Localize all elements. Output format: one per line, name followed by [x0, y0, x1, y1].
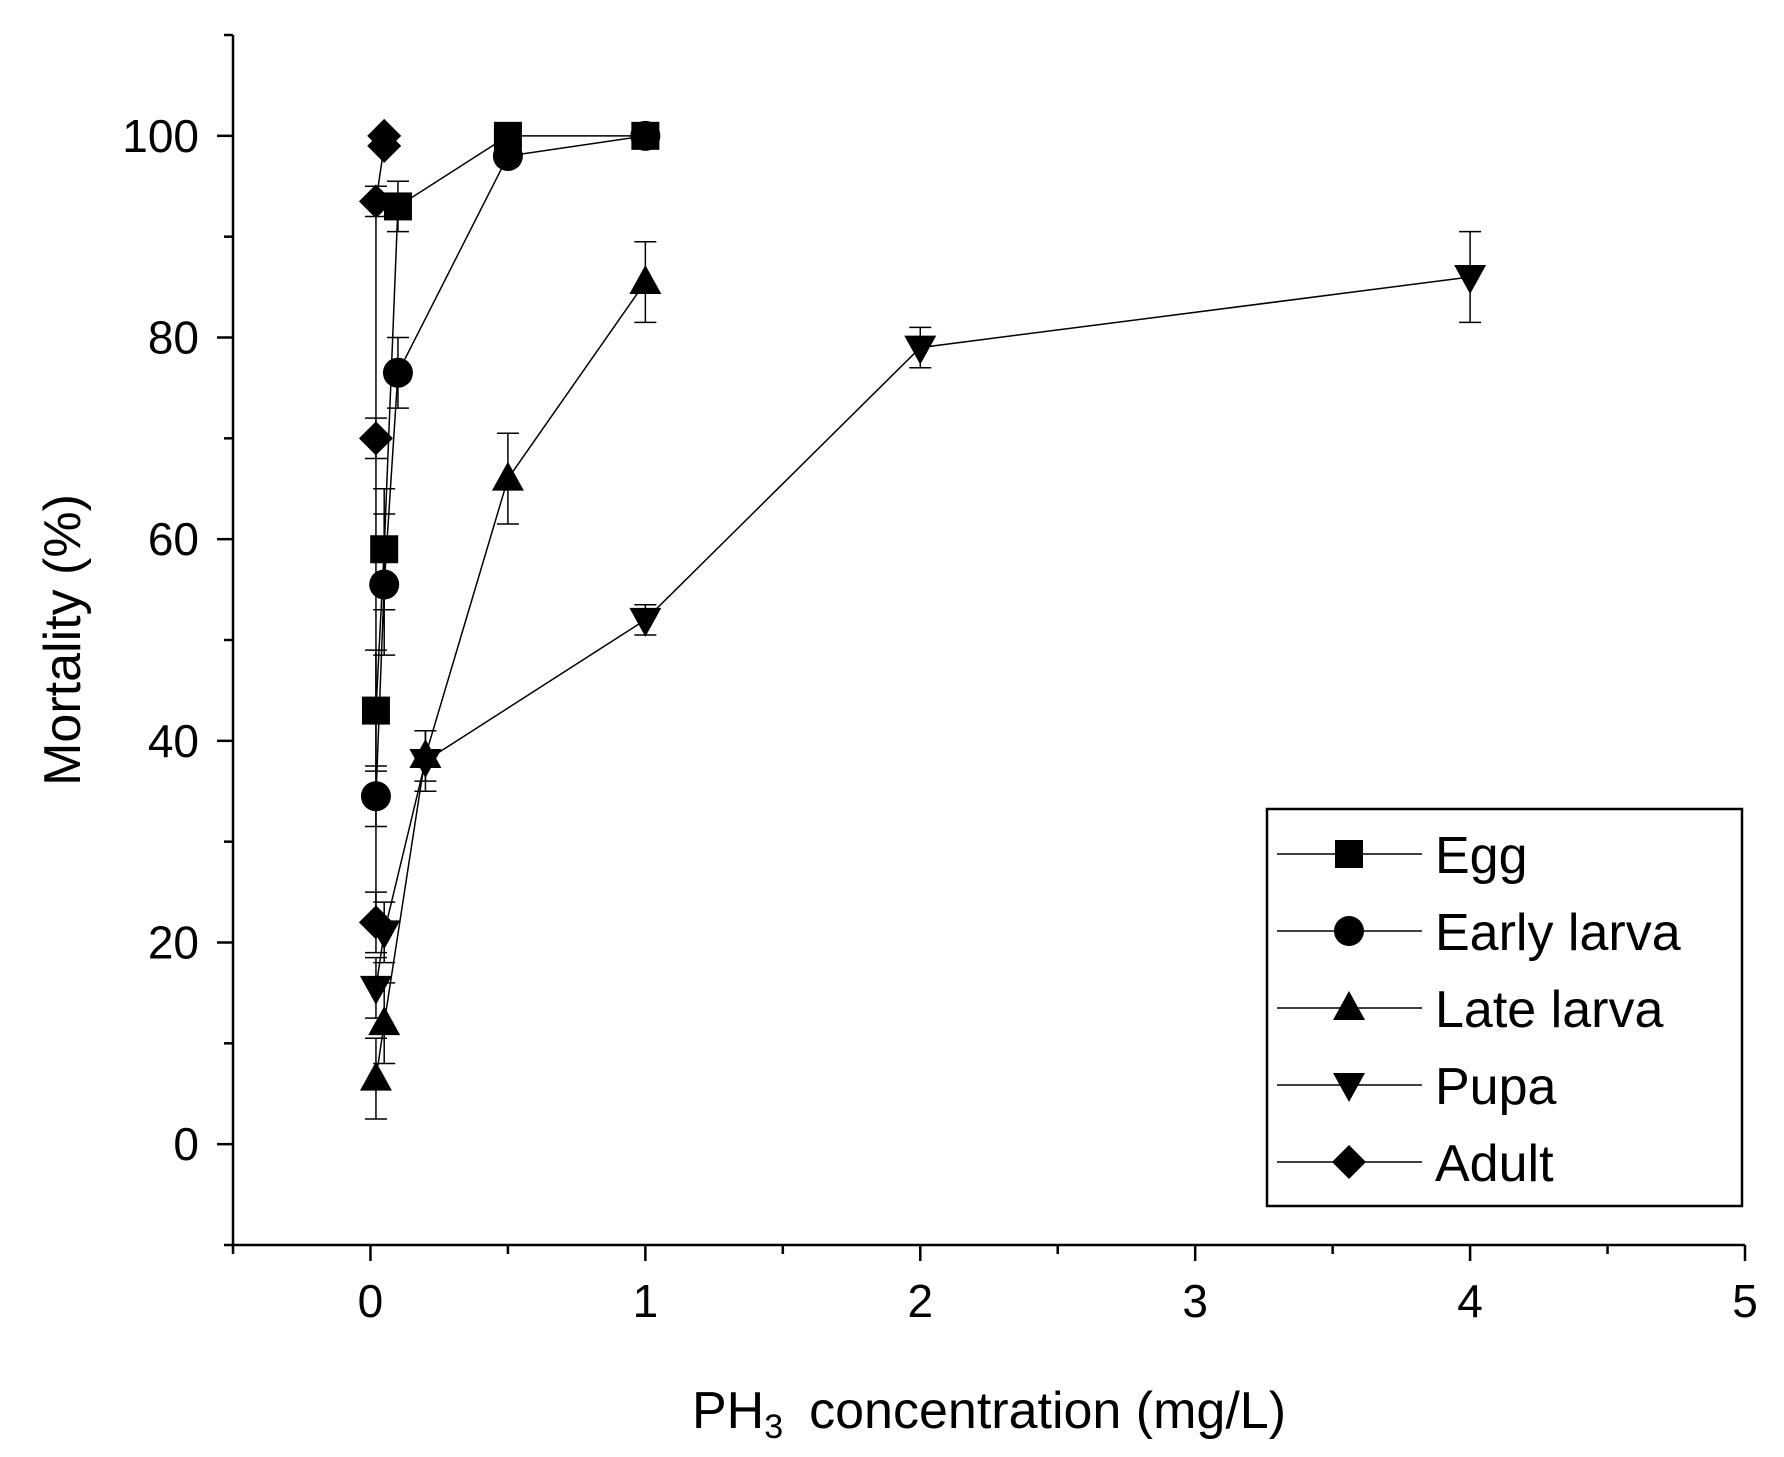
axes: 0 1 2 3 4 5 0 20 40 60 80 100 — [122, 33, 1758, 1327]
data-point-pupa — [629, 607, 662, 637]
data-point-late-larva — [368, 1006, 401, 1036]
legend-marker-early-larva — [1334, 916, 1364, 946]
y-tick-label: 60 — [148, 513, 199, 565]
data-point-late-larva — [359, 1061, 392, 1091]
x-tick-label: 1 — [633, 1275, 659, 1327]
series-egg — [361, 121, 660, 772]
x-axis-title-subscript: 3 — [764, 1408, 783, 1446]
legend-entry-early-larva: Early larva — [1277, 904, 1681, 962]
x-axis-title-rest: concentration (mg/L) — [809, 1382, 1286, 1440]
series-line-egg — [375, 135, 646, 711]
legend-label-late-larva: Late larva — [1435, 981, 1663, 1039]
x-tick-label: 5 — [1732, 1275, 1758, 1327]
data-point-adult — [358, 905, 393, 940]
x-axis-title: PH3 concentration (mg/L) — [692, 1382, 1286, 1446]
x-tick-label: 0 — [358, 1275, 384, 1327]
y-tick-label: 100 — [122, 110, 199, 162]
legend-entry-egg: Egg — [1277, 827, 1528, 885]
series-pupa — [359, 230, 1487, 1019]
legend-marker-late-larva — [1333, 991, 1365, 1020]
legend-label-pupa: Pupa — [1435, 1058, 1557, 1116]
legend-label-early-larva: Early larva — [1435, 904, 1681, 962]
y-axis-title: Mortality (%) — [34, 494, 92, 786]
legend-marker-adult — [1332, 1145, 1366, 1179]
data-point-early-larva — [630, 120, 661, 151]
data-point-pupa — [904, 335, 937, 365]
legend-entry-pupa: Pupa — [1277, 1058, 1557, 1116]
y-tick-label: 80 — [148, 312, 199, 364]
data-point-early-larva — [369, 569, 400, 600]
plot-area — [358, 118, 1487, 1120]
x-tick-label: 2 — [907, 1275, 933, 1327]
data-point-pupa — [359, 975, 392, 1005]
legend-label-egg: Egg — [1435, 827, 1528, 885]
series-adult — [358, 118, 402, 954]
legend-entry-late-larva: Late larva — [1277, 981, 1663, 1039]
data-point-pupa — [409, 749, 442, 778]
data-point-early-larva — [382, 357, 413, 388]
data-point-late-larva — [629, 265, 662, 295]
data-point-late-larva — [491, 461, 524, 491]
data-point-pupa — [1454, 265, 1487, 294]
y-tick-label: 20 — [148, 917, 199, 969]
data-point-early-larva — [492, 141, 523, 171]
x-axis-title-main: PH — [692, 1382, 764, 1440]
data-point-adult — [358, 421, 393, 456]
series-line-early-larva — [375, 135, 646, 797]
legend: Egg Early larva Late larva Pupa Adult — [1265, 807, 1744, 1208]
legend-marker-egg — [1335, 840, 1363, 868]
data-point-adult — [358, 184, 393, 219]
legend-marker-pupa — [1333, 1073, 1365, 1102]
x-tick-label: 4 — [1457, 1275, 1483, 1327]
legend-label-adult: Adult — [1435, 1135, 1554, 1193]
legend-entry-adult: Adult — [1277, 1135, 1554, 1193]
y-tick-label: 40 — [148, 715, 199, 767]
y-tick-label: 0 — [173, 1118, 199, 1170]
data-point-adult — [367, 118, 402, 153]
x-tick-label: 3 — [1182, 1275, 1208, 1327]
series-line-late-larva — [375, 281, 646, 1079]
